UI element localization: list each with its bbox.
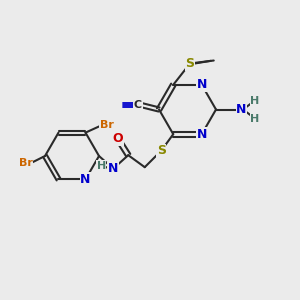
Text: Br: Br	[100, 120, 113, 130]
Text: S: S	[185, 57, 194, 70]
Text: O: O	[112, 132, 123, 145]
Text: N: N	[196, 128, 207, 141]
Text: N: N	[108, 162, 119, 175]
Text: H: H	[97, 161, 106, 171]
Text: N: N	[196, 78, 207, 91]
Text: S: S	[157, 144, 166, 157]
Text: H: H	[250, 113, 260, 124]
Text: H: H	[250, 95, 260, 106]
Text: C: C	[134, 100, 142, 110]
Text: N: N	[236, 103, 247, 116]
Text: Br: Br	[19, 158, 32, 169]
Text: N: N	[80, 173, 91, 186]
